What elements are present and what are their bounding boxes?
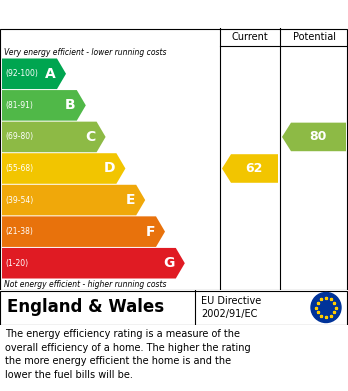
Polygon shape bbox=[2, 185, 145, 215]
Polygon shape bbox=[2, 153, 125, 184]
Text: Very energy efficient - lower running costs: Very energy efficient - lower running co… bbox=[4, 48, 166, 57]
Text: (21-38): (21-38) bbox=[5, 227, 33, 236]
Polygon shape bbox=[282, 123, 346, 151]
Text: Not energy efficient - higher running costs: Not energy efficient - higher running co… bbox=[4, 280, 166, 289]
Text: 2002/91/EC: 2002/91/EC bbox=[201, 309, 258, 319]
Polygon shape bbox=[222, 154, 278, 183]
Text: Potential: Potential bbox=[293, 32, 335, 42]
Polygon shape bbox=[2, 248, 185, 278]
Text: C: C bbox=[85, 130, 96, 144]
Text: (92-100): (92-100) bbox=[5, 69, 38, 78]
Text: Current: Current bbox=[232, 32, 268, 42]
Text: D: D bbox=[104, 161, 116, 176]
Polygon shape bbox=[2, 122, 105, 152]
Circle shape bbox=[311, 292, 341, 323]
Text: Energy Efficiency Rating: Energy Efficiency Rating bbox=[69, 7, 279, 22]
Text: (69-80): (69-80) bbox=[5, 133, 33, 142]
Text: E: E bbox=[126, 193, 135, 207]
Text: (55-68): (55-68) bbox=[5, 164, 33, 173]
Text: G: G bbox=[164, 256, 175, 270]
Polygon shape bbox=[2, 59, 66, 89]
Text: F: F bbox=[145, 225, 155, 239]
Text: (39-54): (39-54) bbox=[5, 196, 33, 204]
Polygon shape bbox=[2, 216, 165, 247]
Text: 80: 80 bbox=[309, 131, 327, 143]
Text: England & Wales: England & Wales bbox=[7, 298, 164, 316]
Text: (1-20): (1-20) bbox=[5, 259, 28, 268]
Text: A: A bbox=[45, 67, 56, 81]
Text: 62: 62 bbox=[245, 162, 263, 175]
Polygon shape bbox=[2, 90, 86, 121]
Text: (81-91): (81-91) bbox=[5, 101, 33, 110]
Text: EU Directive: EU Directive bbox=[201, 296, 261, 306]
Text: B: B bbox=[65, 99, 76, 112]
Text: The energy efficiency rating is a measure of the
overall efficiency of a home. T: The energy efficiency rating is a measur… bbox=[5, 329, 251, 380]
